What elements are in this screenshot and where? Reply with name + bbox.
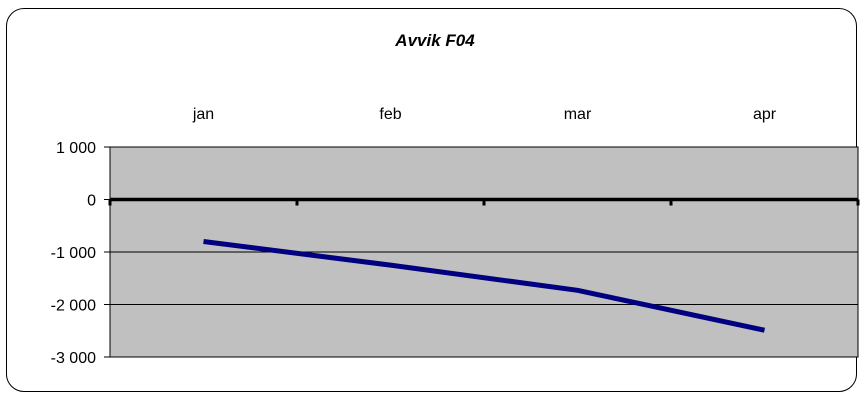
- category-label: jan: [192, 106, 214, 123]
- category-labels: jan feb mar apr: [192, 106, 777, 123]
- category-label: feb: [379, 106, 401, 123]
- y-tick-label: -1 000: [51, 245, 96, 262]
- chart-title: Avvik F04: [394, 31, 475, 50]
- series-group: [203, 239, 766, 333]
- y-tick-label: -2 000: [51, 298, 96, 315]
- series-line: [203, 239, 766, 333]
- y-tick-label: 1 000: [56, 140, 96, 157]
- gridlines: [110, 146, 858, 358]
- category-label: mar: [564, 106, 592, 123]
- category-label: apr: [753, 106, 777, 123]
- x-axis: [108, 197, 860, 206]
- y-axis: 1 000 0 -1 000 -2 000 -3 000: [51, 140, 110, 367]
- y-tick-label: -3 000: [51, 350, 96, 367]
- y-tick-label: 0: [87, 193, 96, 210]
